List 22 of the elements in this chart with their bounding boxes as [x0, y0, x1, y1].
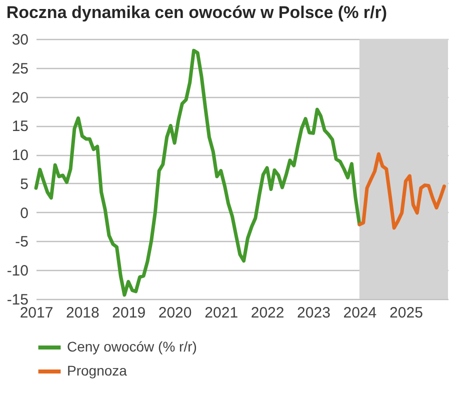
y-tick-label: 5: [20, 176, 28, 193]
chart-title: Roczna dynamika cen owoców w Polsce (% r/r): [6, 3, 388, 22]
y-tick-label: 20: [12, 89, 28, 106]
line-series: [34, 48, 362, 297]
y-tick-label: 15: [12, 118, 28, 136]
x-tick-label: 2020: [158, 304, 192, 322]
legend-label: Prognoza: [67, 362, 128, 378]
y-tick-label: -5: [15, 234, 28, 251]
x-tick-label: 2023: [297, 304, 330, 322]
x-tick-label: 2022: [250, 304, 284, 322]
x-tick-label: 2018: [66, 304, 100, 322]
x-tick-label: 2019: [112, 304, 146, 322]
line-series: [358, 152, 446, 230]
y-tick-label: 30: [12, 32, 28, 48]
x-tick-label: 2025: [390, 304, 423, 322]
y-tick-label: 25: [12, 60, 28, 78]
x-tick-label: 2024: [343, 304, 377, 322]
y-tick-label: -10: [6, 262, 28, 280]
y-tick-label: 0: [20, 204, 28, 222]
y-tick-label: 10: [12, 147, 28, 164]
legend-label: Ceny owoców (% r/r): [67, 338, 197, 354]
x-tick-label: 2021: [204, 304, 238, 322]
